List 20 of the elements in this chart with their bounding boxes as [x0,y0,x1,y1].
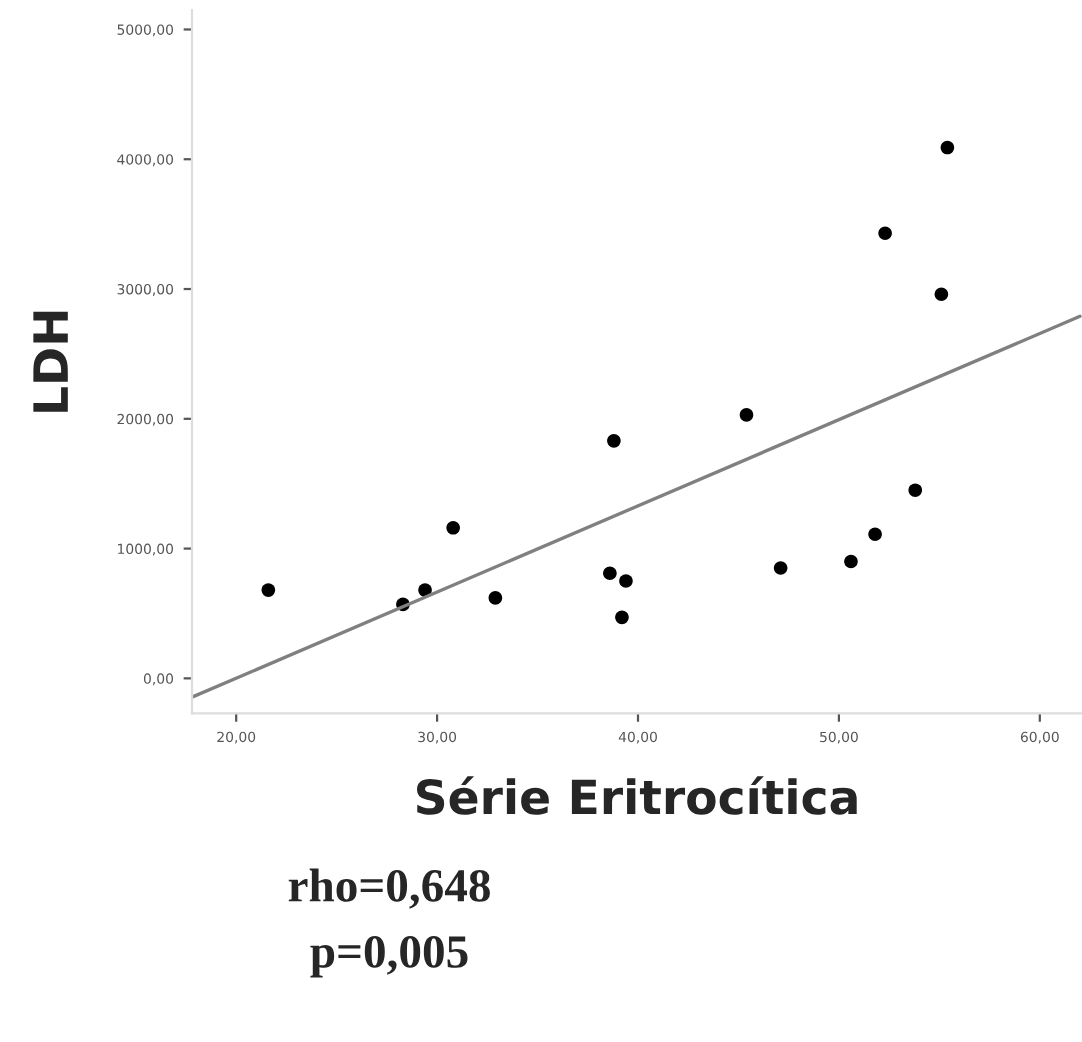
point [418,583,432,597]
point [908,483,923,497]
point [934,287,949,302]
point [940,140,955,155]
point [488,591,503,605]
point [739,408,754,422]
text: p=0,005 [310,935,468,978]
point [619,574,633,588]
point [844,554,858,569]
point [773,561,788,575]
text: rho=0,648 [288,868,490,909]
point [446,521,460,535]
point [615,610,629,625]
point [878,226,892,241]
point [868,527,882,542]
point [603,566,617,581]
x-axis-title: Série Eritrocítica [416,776,857,815]
point [261,583,276,597]
point [607,434,621,448]
y-axis-title: LDH [33,311,68,412]
